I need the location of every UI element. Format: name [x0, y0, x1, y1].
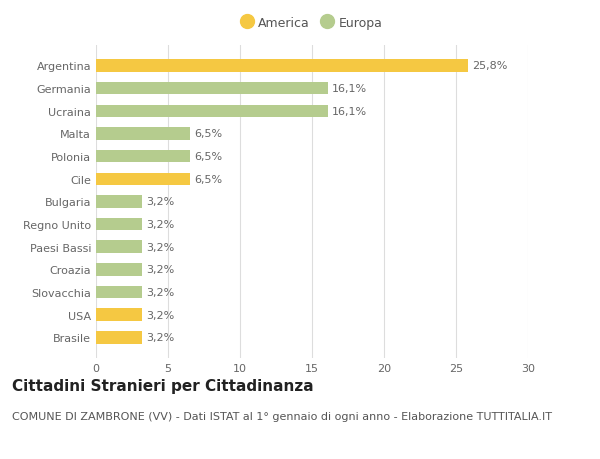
Text: 25,8%: 25,8%: [472, 62, 507, 71]
Bar: [96, 83, 328, 95]
Text: COMUNE DI ZAMBRONE (VV) - Dati ISTAT al 1° gennaio di ogni anno - Elaborazione T: COMUNE DI ZAMBRONE (VV) - Dati ISTAT al …: [12, 411, 552, 421]
Bar: [96, 105, 328, 118]
Text: 3,2%: 3,2%: [146, 219, 175, 230]
Text: 3,2%: 3,2%: [146, 242, 175, 252]
Bar: [96, 263, 142, 276]
Text: 3,2%: 3,2%: [146, 265, 175, 275]
Text: Cittadini Stranieri per Cittadinanza: Cittadini Stranieri per Cittadinanza: [12, 379, 314, 394]
Bar: [96, 60, 467, 73]
Text: 16,1%: 16,1%: [332, 84, 367, 94]
Bar: [96, 286, 142, 299]
Text: 3,2%: 3,2%: [146, 287, 175, 297]
Bar: [96, 241, 142, 253]
Text: 6,5%: 6,5%: [194, 174, 222, 185]
Bar: [96, 331, 142, 344]
Bar: [96, 151, 190, 163]
Text: 6,5%: 6,5%: [194, 152, 222, 162]
Bar: [96, 173, 190, 185]
Bar: [96, 196, 142, 208]
Text: 3,2%: 3,2%: [146, 197, 175, 207]
Legend: America, Europa: America, Europa: [238, 13, 386, 34]
Bar: [96, 218, 142, 231]
Text: 3,2%: 3,2%: [146, 333, 175, 342]
Text: 16,1%: 16,1%: [332, 106, 367, 117]
Bar: [96, 128, 190, 140]
Bar: [96, 309, 142, 321]
Text: 3,2%: 3,2%: [146, 310, 175, 320]
Text: 6,5%: 6,5%: [194, 129, 222, 139]
